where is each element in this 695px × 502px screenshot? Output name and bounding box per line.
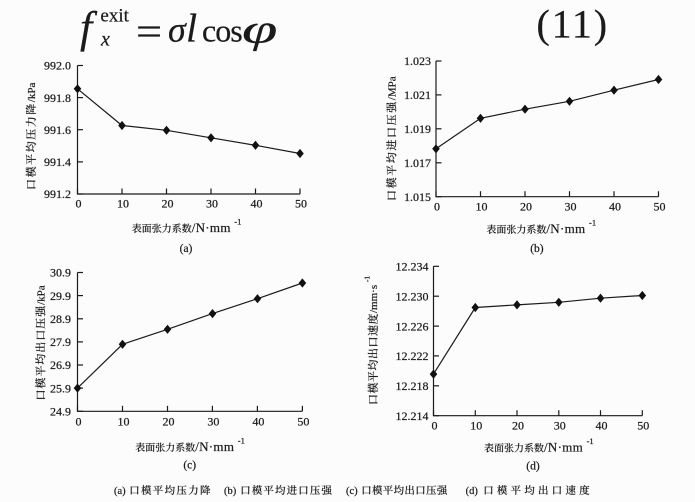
svg-text:40: 40 <box>252 414 264 428</box>
svg-text:12.222: 12.222 <box>396 349 429 363</box>
svg-text:(c): (c) <box>346 486 358 497</box>
svg-text:10: 10 <box>476 199 488 213</box>
svg-text:12.218: 12.218 <box>396 379 429 393</box>
svg-text:1.017: 1.017 <box>404 156 431 170</box>
svg-text:/kPa: /kPa <box>26 83 38 103</box>
svg-text:/N·mm: /N·mm <box>195 439 234 454</box>
svg-text:(a): (a) <box>114 486 126 497</box>
svg-text:1.019: 1.019 <box>404 122 431 136</box>
svg-text:30: 30 <box>554 419 566 433</box>
svg-text:-1: -1 <box>234 217 241 227</box>
svg-text:(d): (d) <box>466 486 479 497</box>
svg-text:12.230: 12.230 <box>396 289 429 303</box>
svg-text:/N·mm: /N·mm <box>544 440 583 455</box>
svg-text:/N·mm: /N·mm <box>192 220 231 235</box>
svg-text:σ: σ <box>168 10 187 50</box>
svg-text:25.9: 25.9 <box>50 381 71 395</box>
svg-text:30: 30 <box>565 199 577 213</box>
svg-text:-1: -1 <box>238 436 245 446</box>
svg-text:12.226: 12.226 <box>396 319 429 333</box>
svg-text:(c): (c) <box>183 460 196 472</box>
svg-text:992.0: 992.0 <box>44 59 71 73</box>
svg-text:28.9: 28.9 <box>50 312 71 326</box>
svg-text:-1: -1 <box>363 276 372 282</box>
svg-text:50: 50 <box>297 414 309 428</box>
svg-text:20: 20 <box>520 199 532 213</box>
svg-text:26.9: 26.9 <box>50 358 71 372</box>
svg-text:1.023: 1.023 <box>404 54 431 68</box>
svg-text:φ: φ <box>242 7 277 52</box>
svg-text:(b): (b) <box>224 486 237 497</box>
svg-text:12.214: 12.214 <box>396 409 429 423</box>
svg-text:991.4: 991.4 <box>44 155 71 169</box>
svg-text:10: 10 <box>117 197 129 211</box>
svg-text:12.234: 12.234 <box>396 260 429 274</box>
svg-text:(a): (a) <box>180 243 193 255</box>
svg-text:30: 30 <box>206 197 218 211</box>
svg-text:50: 50 <box>295 197 307 211</box>
svg-text:0: 0 <box>76 197 82 211</box>
svg-text:(b): (b) <box>530 243 544 255</box>
svg-text:50: 50 <box>637 419 649 433</box>
svg-text:40: 40 <box>251 197 263 211</box>
svg-text:/mm·s: /mm·s <box>368 285 380 313</box>
svg-text:(11): (11) <box>537 2 609 47</box>
svg-text:20: 20 <box>512 419 524 433</box>
svg-text:x: x <box>100 29 110 51</box>
svg-text:0: 0 <box>432 419 438 433</box>
svg-text:10: 10 <box>118 414 130 428</box>
svg-text:991.8: 991.8 <box>44 91 71 105</box>
svg-text:(d): (d) <box>526 461 540 473</box>
svg-text:1.015: 1.015 <box>404 190 431 204</box>
svg-text:20: 20 <box>162 197 174 211</box>
svg-text:0: 0 <box>434 199 440 213</box>
svg-text:50: 50 <box>654 199 666 213</box>
svg-text:cos: cos <box>202 13 242 49</box>
svg-text:/MPa: /MPa <box>387 76 399 100</box>
svg-text:27.9: 27.9 <box>50 335 71 349</box>
svg-text:-1: -1 <box>587 436 594 446</box>
svg-text:29.9: 29.9 <box>50 289 71 303</box>
svg-text:-1: -1 <box>589 218 596 228</box>
svg-text:24.9: 24.9 <box>50 405 71 419</box>
svg-text:30: 30 <box>207 414 219 428</box>
svg-text:10: 10 <box>470 419 482 433</box>
svg-text:991.6: 991.6 <box>44 123 71 137</box>
svg-text:exit: exit <box>100 6 129 27</box>
svg-text:=: = <box>136 10 162 54</box>
svg-text:l: l <box>186 6 197 51</box>
svg-text:/kPa: /kPa <box>36 285 48 305</box>
svg-text:1.021: 1.021 <box>404 88 431 102</box>
svg-text:/N·mm: /N·mm <box>546 221 585 236</box>
svg-text:40: 40 <box>609 199 621 213</box>
svg-text:30.9: 30.9 <box>50 266 71 280</box>
svg-text:20: 20 <box>163 414 175 428</box>
svg-text:991.2: 991.2 <box>44 187 71 201</box>
svg-text:0: 0 <box>76 414 82 428</box>
svg-text:40: 40 <box>596 419 608 433</box>
